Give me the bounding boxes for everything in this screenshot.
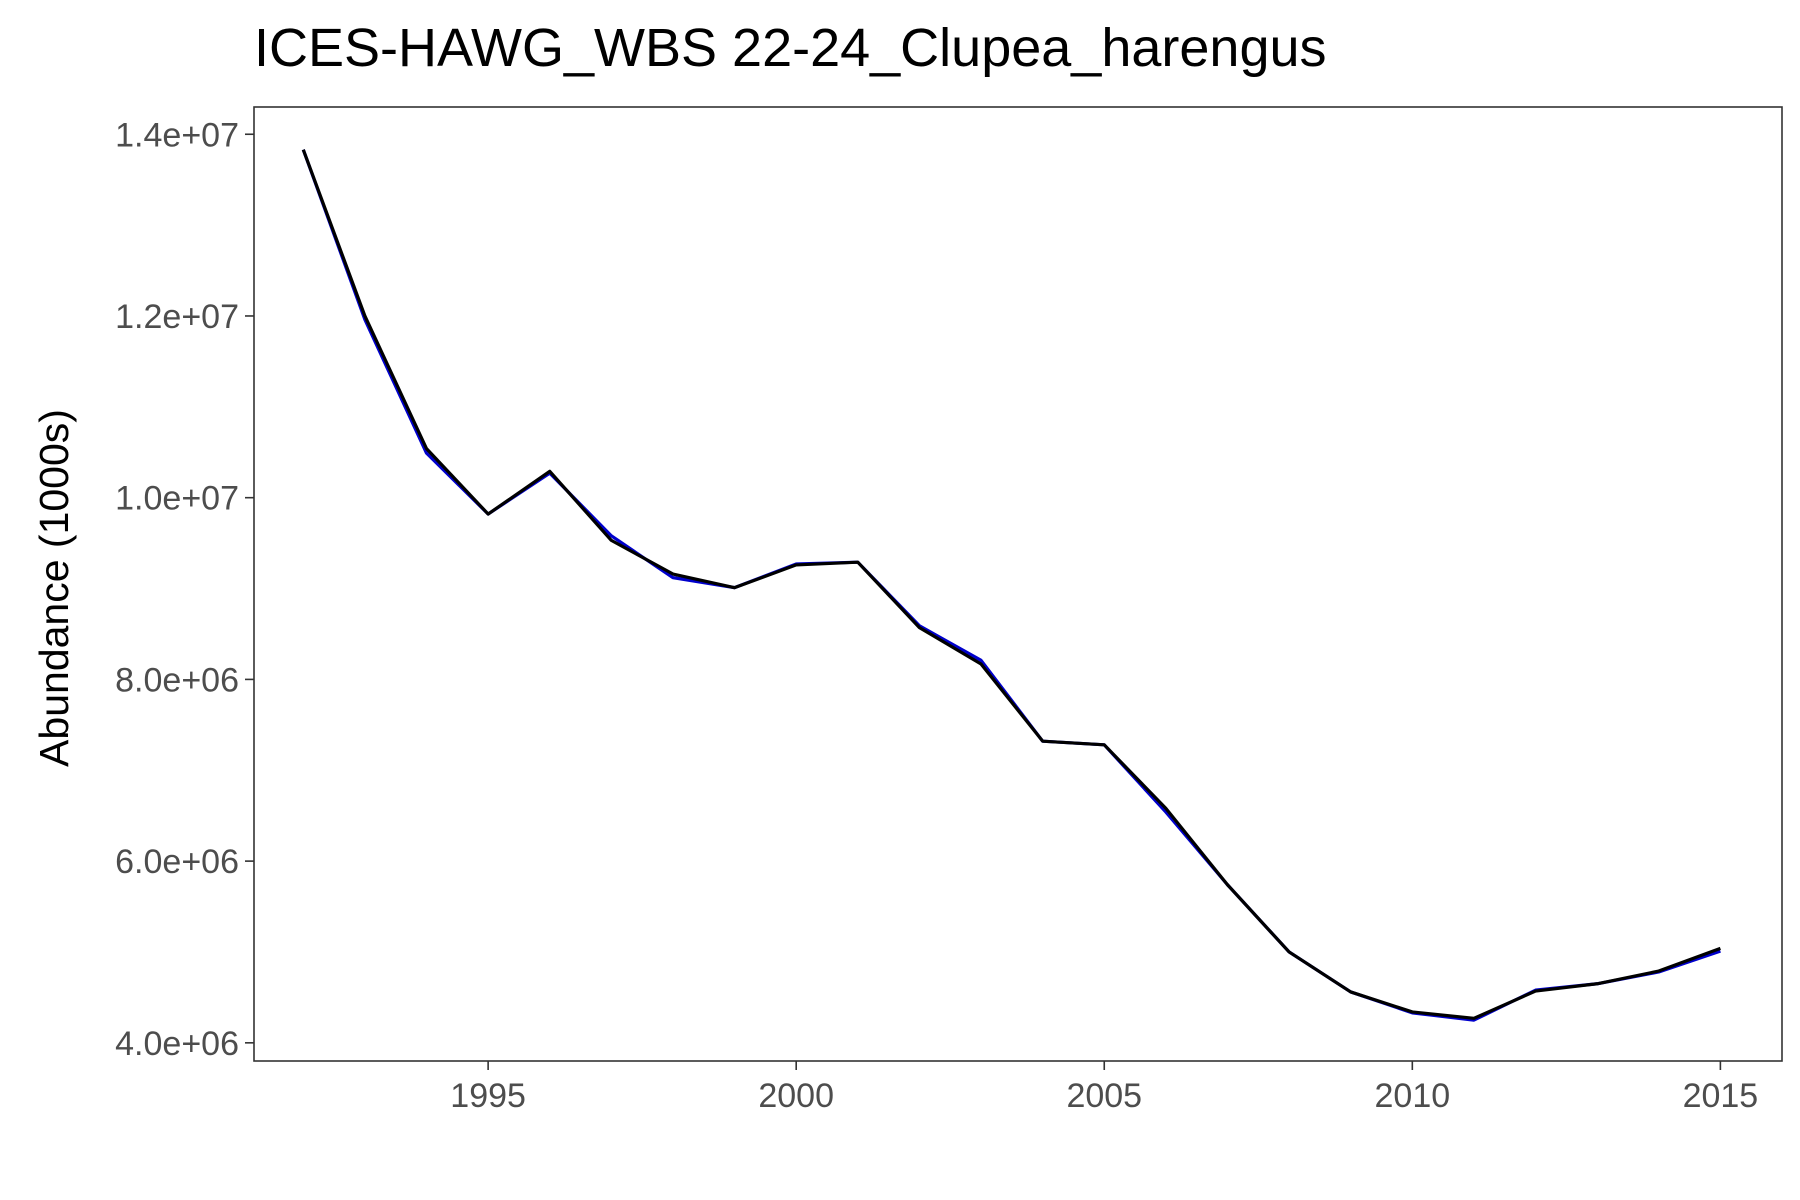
y-tick-label: 1.0e+07: [115, 480, 239, 518]
y-axis: 4.0e+06 6.0e+06 8.0e+06 1.0e+07 1.2e+07 1.4e+…: [115, 116, 254, 1063]
y-tick-label: 6.0e+06: [115, 843, 239, 881]
x-tick-label: 1995: [450, 1077, 526, 1115]
y-tick-label: 8.0e+06: [115, 661, 239, 699]
series-line-1: [301, 149, 1721, 1022]
x-tick-label: 2000: [758, 1077, 834, 1115]
y-axis-title: Abundance (1000s): [31, 409, 77, 767]
x-tick-label: 2010: [1375, 1077, 1451, 1115]
plot-panel-border: [253, 106, 1783, 1062]
series-layer: [301, 149, 1721, 1022]
x-axis: 1995 2000 2005 2010 2015: [450, 1061, 1758, 1115]
x-tick-label: 2015: [1683, 1077, 1759, 1115]
series-line-2: [301, 149, 1721, 1020]
x-tick-label: 2005: [1066, 1077, 1142, 1115]
y-tick-label: 1.4e+07: [115, 116, 239, 154]
y-tick-label: 1.2e+07: [115, 298, 239, 336]
y-tick-label: 4.0e+06: [115, 1025, 239, 1063]
chart-title: ICES-HAWG_WBS 22-24_Clupea_harengus: [254, 18, 1327, 78]
